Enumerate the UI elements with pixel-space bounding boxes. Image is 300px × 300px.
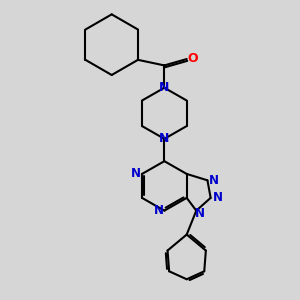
Text: N: N bbox=[195, 207, 205, 220]
Text: N: N bbox=[213, 191, 223, 204]
Text: O: O bbox=[187, 52, 198, 65]
Text: N: N bbox=[159, 132, 170, 145]
Text: N: N bbox=[154, 204, 164, 217]
Text: N: N bbox=[159, 81, 170, 94]
Text: N: N bbox=[209, 174, 219, 187]
Text: N: N bbox=[131, 167, 141, 180]
